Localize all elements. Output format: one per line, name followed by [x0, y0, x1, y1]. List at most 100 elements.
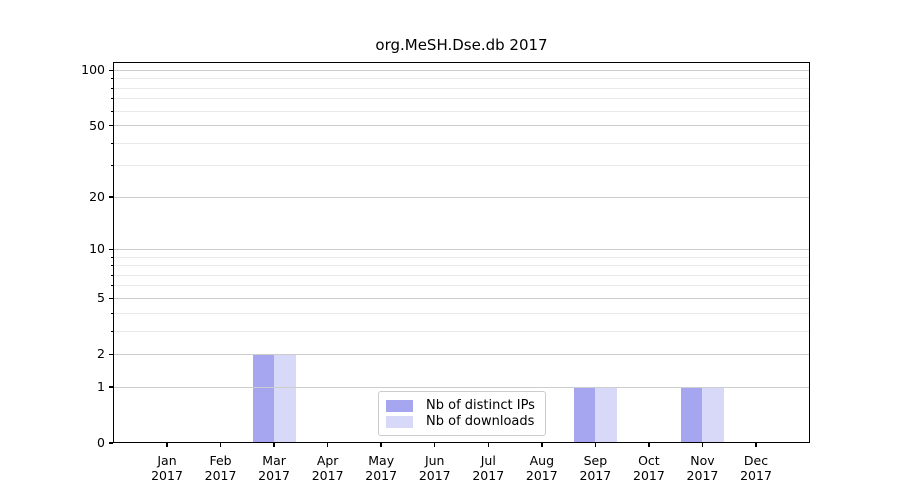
gridline-major: [113, 353, 810, 355]
x-tick: [433, 443, 436, 447]
x-tick: [326, 443, 329, 447]
x-tick-year: 2017: [579, 468, 612, 483]
x-tick-month: Mar: [262, 453, 286, 468]
x-tick-label-dec: Dec 2017: [721, 453, 791, 483]
legend-item-distinct-ips: Nb of distinct IPs: [386, 398, 537, 413]
x-tick: [755, 443, 757, 447]
x-tick: [701, 443, 704, 447]
x-tick-month: Aug: [529, 453, 555, 468]
y-tick-label: 2: [97, 346, 105, 362]
gridline-minor: [113, 330, 810, 332]
y-minor-tick: [110, 285, 113, 287]
y-minor-tick: [110, 78, 113, 80]
x-tick: [380, 443, 382, 447]
y-minor-tick: [110, 265, 113, 267]
x-tick-month: Jun: [424, 453, 445, 468]
y-minor-tick: [110, 256, 113, 258]
x-tick-year: 2017: [686, 468, 719, 483]
gridline-minor: [113, 165, 810, 167]
x-tick-year: 2017: [740, 468, 772, 483]
x-tick-month: Nov: [690, 453, 715, 468]
x-tick-label-jun: Jun 2017: [400, 453, 470, 483]
legend-swatch-distinct-ips: [386, 399, 413, 412]
bar-nov-s1: [702, 387, 724, 443]
y-minor-tick: [110, 110, 113, 112]
gridline-minor: [113, 78, 810, 80]
y-tick-label: 20: [89, 189, 105, 205]
gridline-minor: [113, 265, 810, 267]
y-tick-label: 10: [89, 241, 105, 257]
legend-swatch-downloads: [386, 415, 413, 428]
gridline-minor: [113, 312, 810, 314]
y-tick-label: 1: [97, 379, 105, 395]
bar-mar-s1: [274, 354, 296, 443]
x-tick: [541, 443, 543, 447]
y-tick-label: 0: [97, 435, 105, 450]
y-tick-label: 5: [97, 290, 105, 306]
y-tick: [109, 248, 113, 251]
y-minor-tick: [110, 330, 113, 332]
x-tick-label-jan: Jan 2017: [132, 453, 202, 483]
x-tick-label-sep: Sep 2017: [560, 453, 630, 483]
legend-label-distinct-ips: Nb of distinct IPs: [426, 398, 535, 413]
x-tick-month: Apr: [316, 453, 339, 468]
x-tick-year: 2017: [258, 468, 290, 483]
bar-mar-s0: [252, 354, 275, 443]
gridline-minor: [113, 87, 810, 89]
x-tick-month: Oct: [638, 453, 660, 468]
y-tick: [109, 353, 113, 356]
gridline-major: [113, 196, 810, 198]
x-tick-year: 2017: [418, 468, 451, 483]
x-tick-label-mar: Mar 2017: [239, 453, 309, 483]
x-tick-label-apr: Apr 2017: [293, 453, 363, 483]
x-tick-year: 2017: [525, 468, 558, 483]
x-tick-month: Jul: [480, 453, 496, 468]
gridline-minor: [113, 274, 810, 276]
x-tick: [166, 443, 168, 447]
y-minor-tick: [110, 274, 113, 276]
gridline-minor: [113, 285, 810, 287]
legend: Nb of distinct IPs Nb of downloads: [378, 391, 546, 436]
chart-title: org.MeSH.Dse.db 2017: [375, 36, 548, 54]
y-tick: [109, 69, 113, 72]
x-tick-year: 2017: [472, 468, 505, 483]
gridline-major: [113, 248, 810, 250]
y-tick-label: 100: [81, 62, 105, 78]
y-tick: [109, 386, 113, 388]
y-minor-tick: [110, 142, 113, 144]
x-tick: [594, 443, 597, 447]
x-tick-label-may: May 2017: [346, 453, 416, 483]
y-minor-tick: [110, 98, 113, 100]
x-tick-month: May: [368, 453, 395, 468]
x-tick-label-jul: Jul 2017: [453, 453, 523, 483]
legend-label-downloads: Nb of downloads: [426, 414, 535, 429]
y-tick: [109, 124, 113, 127]
x-tick-label-feb: Feb 2017: [186, 453, 256, 483]
y-minor-tick: [110, 165, 113, 167]
x-tick: [219, 443, 222, 447]
x-tick: [273, 443, 275, 447]
x-tick-year: 2017: [311, 468, 344, 483]
gridline-minor: [113, 110, 810, 112]
x-tick-month: Feb: [209, 453, 232, 468]
x-tick-label-nov: Nov 2017: [667, 453, 737, 483]
gridline-major: [113, 69, 810, 71]
gridline-minor: [113, 98, 810, 100]
gridline-major: [113, 297, 810, 299]
bar-nov-s0: [680, 387, 703, 443]
gridline-major: [113, 125, 810, 127]
bar-sep-s1: [595, 387, 617, 443]
y-tick: [109, 442, 113, 444]
y-minor-tick: [110, 312, 113, 314]
y-tick: [109, 196, 113, 198]
x-tick-year: 2017: [633, 468, 665, 483]
gridline-minor: [113, 256, 810, 258]
y-tick: [109, 297, 113, 300]
legend-item-downloads: Nb of downloads: [386, 414, 537, 429]
x-tick-month: Sep: [583, 453, 608, 468]
x-tick: [648, 443, 650, 447]
x-tick-year: 2017: [365, 468, 398, 483]
bar-sep-s0: [573, 387, 596, 443]
gridline-minor: [113, 142, 810, 144]
